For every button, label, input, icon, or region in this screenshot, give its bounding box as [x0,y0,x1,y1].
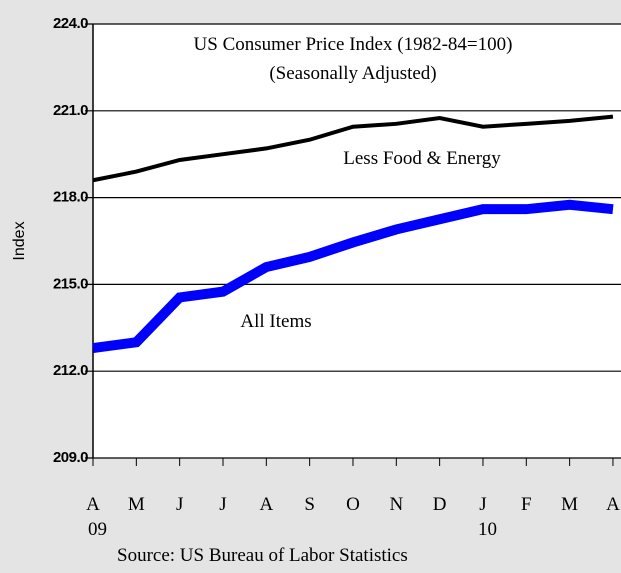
y-tick-label: 209.0 [53,449,88,466]
x-tick-label: F [521,494,532,515]
x-tick-label: J [176,494,183,515]
x-tick-label: J [219,494,226,515]
y-tick-label: 212.0 [53,362,88,379]
x-year-label: 10 [478,519,497,540]
y-axis-label: Index [11,221,28,260]
chart-title: US Consumer Price Index (1982-84=100) [194,34,513,55]
y-tick-label: 224.0 [53,15,88,32]
series-line [92,114,614,183]
series-label: All Items [240,311,311,332]
chart-subtitle: (Seasonally Adjusted) [269,63,436,84]
y-tick-label: 221.0 [53,102,88,119]
source-note: Source: US Bureau of Labor Statistics [117,545,408,566]
x-tick-label: A [606,494,620,515]
x-tick-label: D [433,494,447,515]
series-label: Less Food & Energy [343,148,501,169]
x-tick-label: A [259,494,273,515]
x-tick-label: A [86,494,100,515]
series-line [92,199,614,354]
x-tick-label: O [346,494,360,515]
x-year-label: 09 [88,519,107,540]
x-tick-label: M [561,494,578,515]
x-tick-label: N [389,494,403,515]
y-tick-label: 218.0 [53,189,88,206]
x-tick-label: S [304,494,315,515]
y-tick-label: 215.0 [53,275,88,292]
x-tick-label: M [128,494,145,515]
x-tick-label: J [479,494,486,515]
